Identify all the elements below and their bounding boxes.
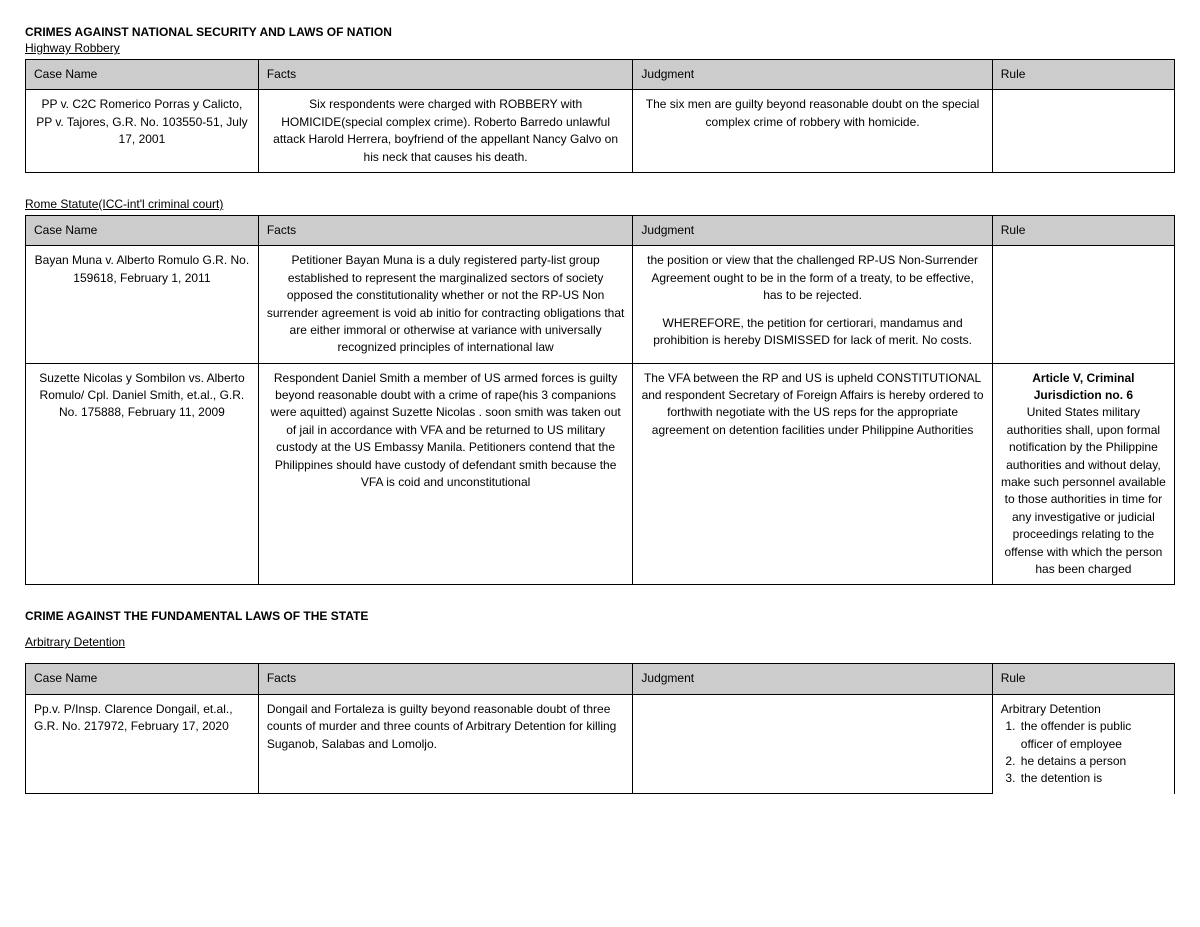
judgment-p1: the position or view that the challenged… — [641, 252, 983, 304]
judgment-p2: WHEREFORE, the petition for certiorari, … — [641, 315, 983, 350]
cell-case: PP v. C2C Romerico Porras y Calicto, PP … — [26, 90, 259, 173]
spacer — [641, 305, 983, 315]
subsection-heading: Arbitrary Detention — [25, 635, 1175, 649]
col-header-facts: Facts — [258, 60, 633, 90]
cell-judgment: the position or view that the challenged… — [633, 246, 992, 363]
table-rome-statute: Case Name Facts Judgment Rule Bayan Muna… — [25, 215, 1175, 585]
col-header-rule: Rule — [992, 664, 1174, 694]
rule-item: the offender is public officer of employ… — [1019, 718, 1166, 753]
rule-item: the detention is — [1019, 770, 1166, 787]
cell-case: Pp.v. P/Insp. Clarence Dongail, et.al., … — [26, 694, 259, 793]
cell-rule — [992, 90, 1174, 173]
col-header-judgment: Judgment — [633, 60, 992, 90]
cell-case: Suzette Nicolas y Sombilon vs. Alberto R… — [26, 363, 259, 585]
table-highway-robbery: Case Name Facts Judgment Rule PP v. C2C … — [25, 59, 1175, 173]
col-header-case: Case Name — [26, 215, 259, 245]
cell-rule: Arbitrary Detention the offender is publ… — [992, 694, 1174, 793]
col-header-facts: Facts — [258, 664, 633, 694]
rule-body: United States military authorities shall… — [1001, 404, 1166, 578]
cell-judgment: The six men are guilty beyond reasonable… — [633, 90, 992, 173]
cell-rule: Article V, Criminal Jurisdiction no. 6 U… — [992, 363, 1174, 585]
section-title: CRIMES AGAINST NATIONAL SECURITY AND LAW… — [25, 25, 1175, 39]
cell-facts: Six respondents were charged with ROBBER… — [258, 90, 633, 173]
table-row: PP v. C2C Romerico Porras y Calicto, PP … — [26, 90, 1175, 173]
table-header-row: Case Name Facts Judgment Rule — [26, 664, 1175, 694]
table-header-row: Case Name Facts Judgment Rule — [26, 60, 1175, 90]
spacer — [25, 625, 1175, 635]
col-header-judgment: Judgment — [633, 215, 992, 245]
section-title: CRIME AGAINST THE FUNDAMENTAL LAWS OF TH… — [25, 609, 1175, 623]
table-row: Pp.v. P/Insp. Clarence Dongail, et.al., … — [26, 694, 1175, 793]
col-header-rule: Rule — [992, 60, 1174, 90]
col-header-facts: Facts — [258, 215, 633, 245]
cell-facts: Petitioner Bayan Muna is a duly register… — [258, 246, 633, 363]
spacer — [25, 653, 1175, 663]
table-header-row: Case Name Facts Judgment Rule — [26, 215, 1175, 245]
rule-head: Arbitrary Detention — [1001, 701, 1166, 718]
col-header-case: Case Name — [26, 664, 259, 694]
cell-facts: Respondent Daniel Smith a member of US a… — [258, 363, 633, 585]
cell-case: Bayan Muna v. Alberto Romulo G.R. No. 15… — [26, 246, 259, 363]
cell-judgment: The VFA between the RP and US is upheld … — [633, 363, 992, 585]
rule-title: Article V, Criminal Jurisdiction no. 6 — [1001, 370, 1166, 405]
table-row: Bayan Muna v. Alberto Romulo G.R. No. 15… — [26, 246, 1175, 363]
col-header-case: Case Name — [26, 60, 259, 90]
table-row: Suzette Nicolas y Sombilon vs. Alberto R… — [26, 363, 1175, 585]
rule-list: the offender is public officer of employ… — [1019, 718, 1166, 788]
col-header-judgment: Judgment — [633, 664, 992, 694]
subsection-heading: Highway Robbery — [25, 41, 1175, 55]
table-arbitrary-detention: Case Name Facts Judgment Rule Pp.v. P/In… — [25, 663, 1175, 794]
cell-rule — [992, 246, 1174, 363]
cell-facts: Dongail and Fortaleza is guilty beyond r… — [258, 694, 633, 793]
cell-judgment — [633, 694, 992, 793]
col-header-rule: Rule — [992, 215, 1174, 245]
subsection-heading: Rome Statute(ICC-int'l criminal court) — [25, 197, 1175, 211]
rule-item: he detains a person — [1019, 753, 1166, 770]
